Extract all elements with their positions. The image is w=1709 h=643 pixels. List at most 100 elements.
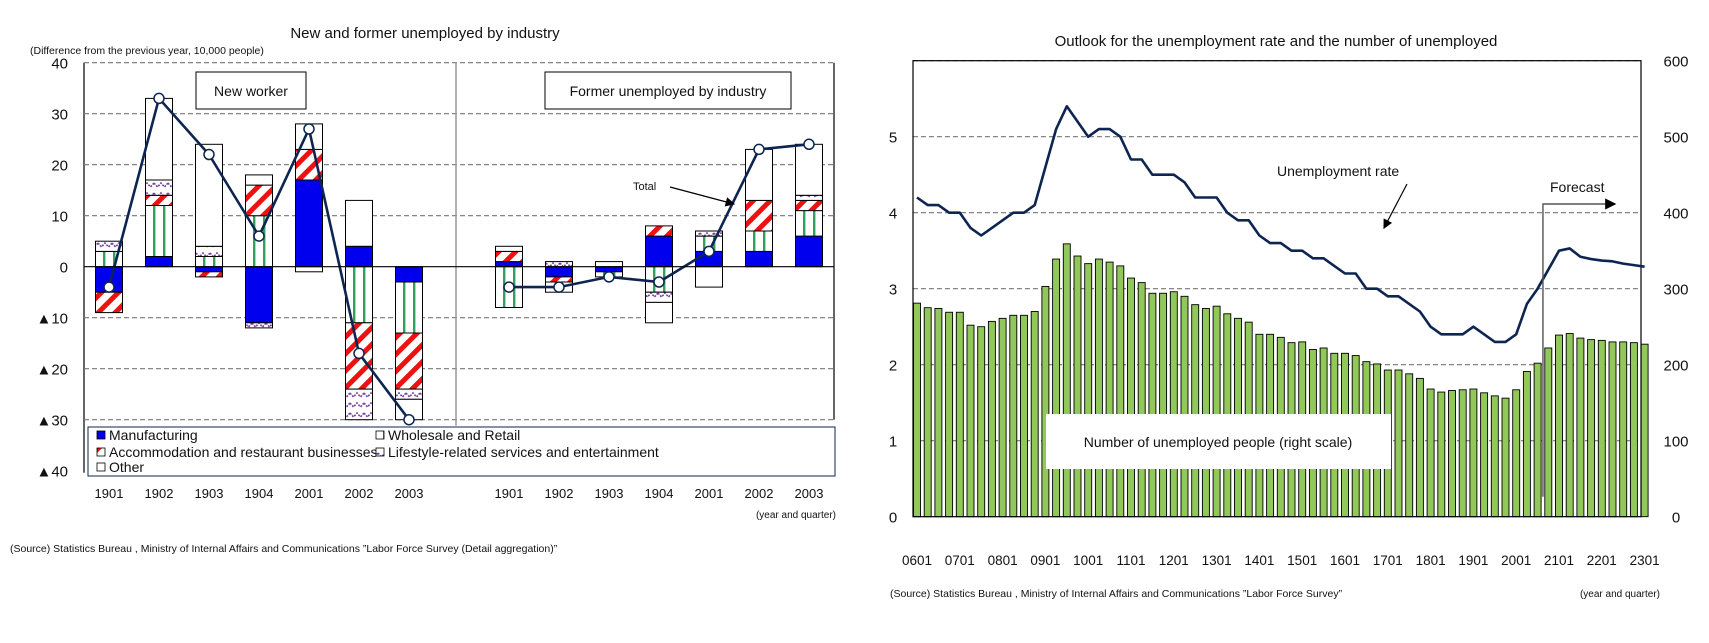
left-chart: 40 30 20 10 0 ▲10 ▲20 ▲30 ▲40 New worker 1901 1902 1… [36, 56, 836, 501]
bar-segment-other [595, 261, 623, 268]
unemployed-bar [1448, 390, 1456, 518]
bar-segment-lifestyle [245, 322, 273, 329]
plot-frame [912, 60, 1642, 518]
unemployed-bar [1512, 389, 1521, 518]
legend-label-lifestyle: Lifestyle-related services and entertain… [388, 444, 659, 460]
x-tick-label: 0801 [988, 553, 1018, 568]
y-right-tick-label: 400 [1663, 206, 1688, 223]
bar-segment-accommodation [745, 199, 773, 232]
bar-segment-other [645, 301, 673, 324]
unemployed-bar [1437, 391, 1446, 518]
x-tick-label: 1902 [545, 486, 574, 501]
y-left-tick-label: 5 [889, 130, 897, 147]
total-point [203, 148, 215, 161]
unemployed-bar [1020, 314, 1028, 518]
y-left-tick-label: 3 [889, 282, 897, 299]
unemployed-bar [1030, 311, 1039, 518]
bar-segment-manufacturing [545, 266, 573, 278]
bar-segment-manufacturing [345, 245, 373, 268]
unemployed-bar [1619, 341, 1628, 518]
x-tick-label: 1001 [1073, 553, 1103, 568]
bar-segment-manufacturing [795, 235, 823, 268]
legend-label-accommodation: Accommodation and restaurant businesses [109, 444, 377, 460]
left-chart-title: New and former unemployed by industry [290, 25, 560, 42]
y-right-tick-label: 500 [1663, 130, 1688, 147]
unemployed-bar [1608, 341, 1617, 518]
unemployed-bar [1405, 373, 1414, 518]
x-tick-label: 2001 [295, 486, 324, 501]
left-source-note: (Source) Statistics Bureau , Ministry of… [10, 543, 558, 555]
forecast-arrow [1542, 198, 1617, 497]
x-tick-label: 2001 [1501, 553, 1531, 568]
bar-segment-manufacturing [295, 179, 323, 268]
legend-swatch-lifestyle [375, 447, 385, 457]
unemployed-bar [1094, 258, 1103, 518]
x-tick-label: 1301 [1202, 553, 1232, 568]
total-point [703, 245, 715, 258]
x-tick-label: 1401 [1244, 553, 1274, 568]
bar-segment-lifestyle [795, 194, 823, 201]
x-tick-label: 2003 [795, 486, 824, 501]
bar-segment-accommodation [145, 194, 173, 207]
x-tick-label: 1904 [645, 486, 674, 501]
bar-segment-other [195, 143, 223, 247]
unemployed-bar [966, 324, 975, 518]
y-left-tick-label: 2 [889, 358, 897, 375]
y-tick-label: 20 [51, 158, 68, 175]
x-tick-label: 1903 [195, 486, 224, 501]
x-tick-label: 1501 [1287, 553, 1317, 568]
unemployed-bar [1159, 292, 1168, 518]
x-tick-label: 2201 [1587, 553, 1617, 568]
bar-segment-other [695, 266, 723, 288]
bar-segment-other [795, 143, 823, 196]
left-y-axis-label: (Difference from the previous year, 10,0… [30, 45, 264, 57]
panel-label-box [544, 71, 792, 110]
unemployed-bar [977, 326, 986, 518]
unemployed-bar [1212, 305, 1221, 518]
unemployed-bar [1426, 388, 1435, 518]
y-right-tick-label: 300 [1663, 282, 1688, 299]
unemployed-bar [1469, 388, 1478, 518]
x-tick-label: 0901 [1030, 553, 1060, 568]
bar-segment-accommodation [795, 199, 823, 212]
unemployed-bar [987, 320, 996, 518]
x-tick-label: 1903 [595, 486, 624, 501]
bar-segment-wholesale [645, 266, 673, 293]
y-tick-label: ▲30 [36, 413, 68, 430]
bar-segment-accommodation [95, 291, 123, 314]
unemployed-bar [934, 308, 943, 518]
unemployed-bar [955, 311, 964, 518]
y-left-tick-label: 1 [889, 434, 897, 451]
unemployed-bar [913, 302, 921, 518]
unemployed-bar [945, 311, 954, 518]
unemployed-bar [1522, 371, 1531, 518]
bar-segment-lifestyle [95, 240, 123, 252]
bar-segment-accommodation [395, 332, 423, 390]
unemployed-bar [1052, 258, 1061, 518]
unemployed-bar [1597, 339, 1606, 518]
bar-segment-accommodation [495, 250, 523, 263]
unemployed-bar [1169, 291, 1178, 518]
unemployment-rate-annotation: Unemployment rate [1277, 163, 1399, 179]
bar-segment-accommodation [545, 276, 573, 283]
x-tick-label: 1901 [95, 486, 124, 501]
unemployed-bar [1201, 308, 1210, 518]
bar-segment-other [495, 245, 523, 252]
unemployed-bar [1062, 243, 1071, 518]
right-chart-title: Outlook for the unemployment rate and th… [1055, 33, 1498, 50]
legend-swatch-wholesale [375, 430, 385, 440]
total-point [603, 271, 615, 283]
legend-label-manufacturing: Manufacturing [109, 427, 198, 443]
bar-segment-lifestyle [645, 291, 673, 303]
unemployed-bar [1148, 292, 1157, 518]
x-tick-label: 0601 [902, 553, 932, 568]
unemployed-bar [1501, 397, 1510, 518]
right-x-axis-label: (year and quarter) [1580, 589, 1660, 600]
unemployed-bar [1565, 333, 1574, 518]
x-tick-label: 2001 [695, 486, 724, 501]
bar-segment-manufacturing [195, 266, 223, 273]
y-tick-label: 30 [51, 107, 68, 124]
bar-segment-manufacturing [745, 250, 773, 268]
bar-segment-wholesale [145, 205, 173, 257]
bar-segment-wholesale [195, 256, 223, 268]
